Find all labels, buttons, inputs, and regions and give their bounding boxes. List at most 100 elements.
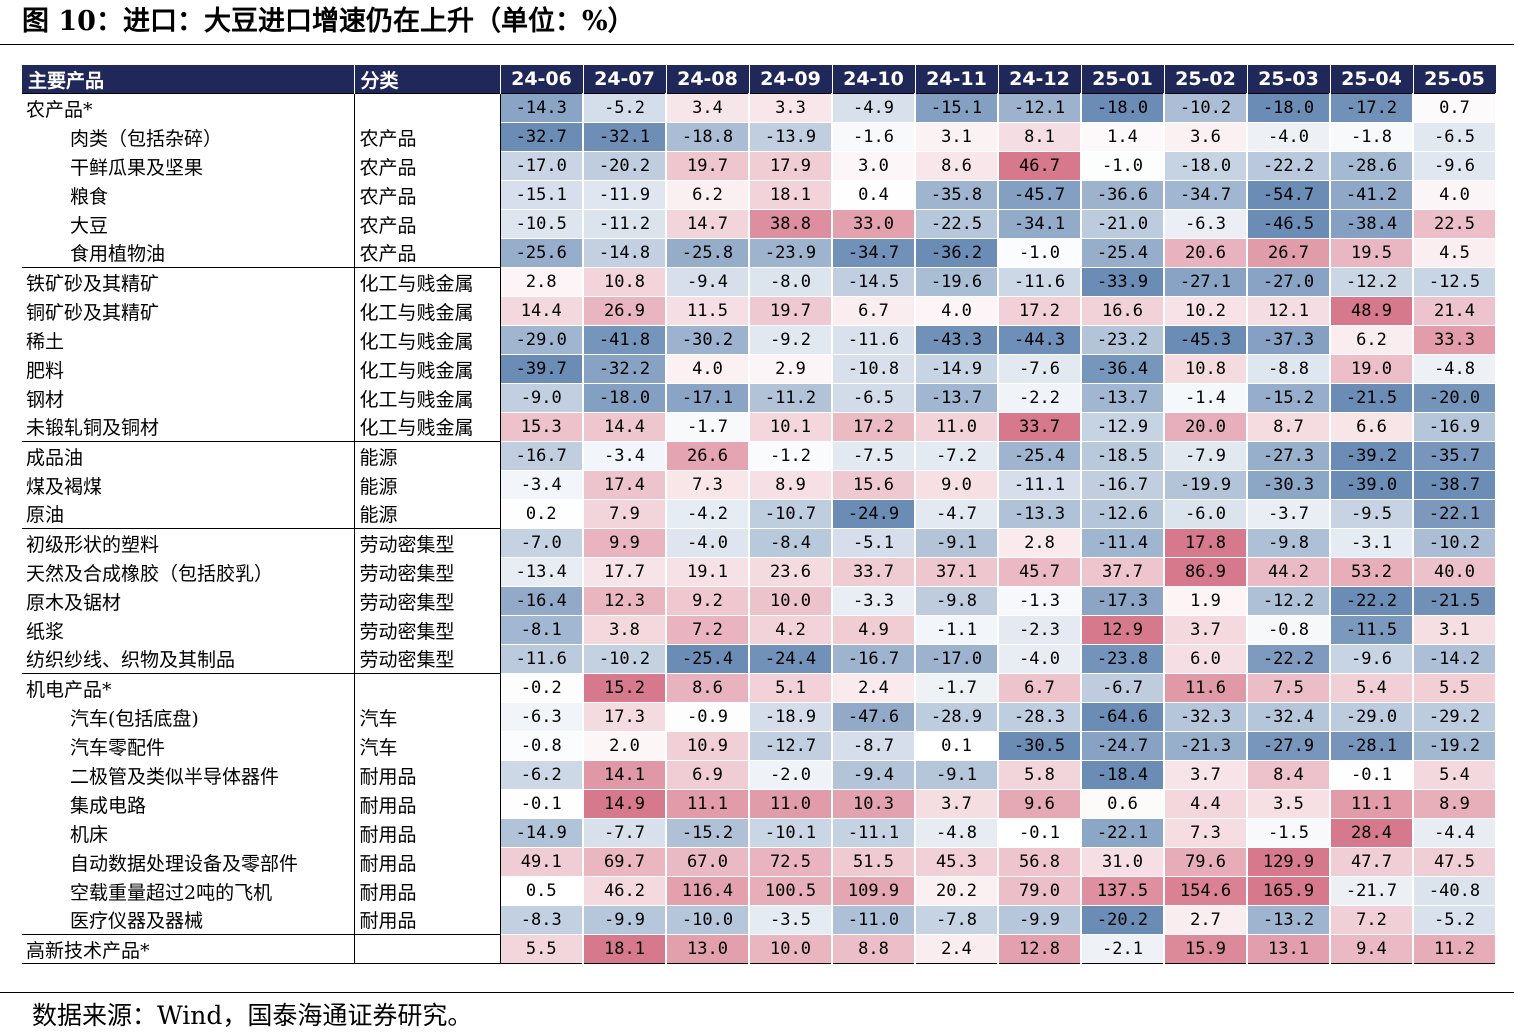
heatmap-cell: 11.0 <box>749 789 833 819</box>
heatmap-cell: 4.0 <box>1413 180 1497 210</box>
heatmap-cell: -9.9 <box>583 905 667 935</box>
heatmap-cell: -20.2 <box>1081 905 1165 935</box>
heatmap-cell: -15.1 <box>915 93 999 123</box>
heatmap-cell: 2.9 <box>749 354 833 384</box>
product-name: 未锻轧铜及铜材 <box>26 417 160 440</box>
heatmap-cell: 6.7 <box>998 673 1082 703</box>
heatmap-cell: -3.4 <box>583 441 667 471</box>
heatmap-cell: -36.2 <box>915 238 999 268</box>
table-row: 汽车(包括底盘) 汽车 -6.3 17.3 -0.9 -18.9 -47.6 -28.9 -28… <box>22 702 1497 732</box>
heatmap-cell: -39.0 <box>1330 470 1414 500</box>
product-name: 大豆 <box>70 214 109 237</box>
heatmap-cell: 3.3 <box>749 93 833 123</box>
heatmap-cell: 72.5 <box>749 847 833 877</box>
heatmap-cell: 3.6 <box>1164 122 1248 152</box>
heatmap-cell: 4.4 <box>1164 789 1248 819</box>
heatmap-cell: 8.4 <box>1247 760 1331 790</box>
product-category: 化工与贱金属 <box>353 383 501 413</box>
heatmap-cell: -30.5 <box>998 731 1082 761</box>
heatmap-cell: 14.4 <box>500 296 584 326</box>
heatmap-cell: -12.2 <box>1247 586 1331 616</box>
heatmap-cell: 11.5 <box>666 296 750 326</box>
heatmap-cell: -11.5 <box>1330 615 1414 645</box>
heatmap-cell: -14.2 <box>1413 644 1497 674</box>
heatmap-cell: -32.1 <box>583 122 667 152</box>
heatmap-cell: -12.9 <box>1081 412 1165 442</box>
heatmap-cell: 48.9 <box>1330 296 1414 326</box>
heatmap-cell: -41.8 <box>583 325 667 355</box>
heatmap-cell: 0.7 <box>1413 93 1497 123</box>
table-row: 纸浆 劳动密集型 -8.1 3.8 7.2 4.2 4.9 -1.1 -2.3 12.9 3.7 -0… <box>22 615 1497 645</box>
heatmap-cell: 6.6 <box>1330 412 1414 442</box>
heatmap-cell: 17.3 <box>583 702 667 732</box>
heatmap-cell: -4.2 <box>666 499 750 529</box>
heatmap-cell: 8.9 <box>749 470 833 500</box>
heatmap-cell: 16.6 <box>1081 296 1165 326</box>
heatmap-cell: 13.0 <box>666 934 750 964</box>
heatmap-cell: 4.9 <box>832 615 916 645</box>
heatmap-cell: 19.0 <box>1330 354 1414 384</box>
product-category: 汽车 <box>353 702 501 732</box>
table-row: 机床 耐用品 -14.9 -7.7 -15.2 -10.1 -11.1 -4.8 -0.1 -22… <box>22 818 1497 848</box>
heatmap-cell: -1.6 <box>832 122 916 152</box>
product-name: 机床 <box>70 823 109 846</box>
product-category: 化工与贱金属 <box>353 296 501 326</box>
heatmap-cell: 18.1 <box>583 934 667 964</box>
heatmap-cell: -27.0 <box>1247 267 1331 297</box>
heatmap-cell: -24.7 <box>1081 731 1165 761</box>
heatmap-cell: 1.4 <box>1081 122 1165 152</box>
product-name: 机电产品* <box>22 673 354 703</box>
heatmap-cell: -11.9 <box>583 180 667 210</box>
heatmap-cell: 14.4 <box>583 412 667 442</box>
heatmap-cell: 10.0 <box>749 586 833 616</box>
month-header: 24-08 <box>666 65 750 94</box>
heatmap-cell: -12.1 <box>998 93 1082 123</box>
heatmap-cell: 37.7 <box>1081 557 1165 587</box>
heatmap-cell: -22.2 <box>1247 644 1331 674</box>
heatmap-cell: 12.9 <box>1081 615 1165 645</box>
heatmap-cell: 5.5 <box>1413 673 1497 703</box>
heatmap-cell: 14.9 <box>583 789 667 819</box>
heatmap-cell: 5.4 <box>1413 760 1497 790</box>
heatmap-cell: -28.6 <box>1330 151 1414 181</box>
heatmap-cell: -32.7 <box>500 122 584 152</box>
heatmap-cell: -8.0 <box>749 267 833 297</box>
product-name: 高新技术产品* <box>22 934 354 964</box>
heatmap-cell: 79.0 <box>998 876 1082 906</box>
product-name: 天然及合成橡胶（包括胶乳） <box>26 562 274 585</box>
heatmap-cell: -39.7 <box>500 354 584 384</box>
heatmap-cell: -5.2 <box>583 93 667 123</box>
heatmap-cell: -28.3 <box>998 702 1082 732</box>
product-category: 能源 <box>353 441 501 471</box>
heatmap-cell: -9.8 <box>915 586 999 616</box>
product-name: 煤及褐煤 <box>26 475 103 498</box>
table-row: 大豆 农产品 -10.5 -11.2 14.7 38.8 33.0 -22.5 -34.1 -21… <box>22 209 1497 239</box>
heatmap-cell: 28.4 <box>1330 818 1414 848</box>
product-name: 食用植物油 <box>70 243 166 266</box>
table-row: 医疗仪器及器械 耐用品 -8.3 -9.9 -10.0 -3.5 -11.0 -7.8 -9.9… <box>22 905 1497 935</box>
heatmap-cell: -18.4 <box>1081 760 1165 790</box>
heatmap-cell: 14.7 <box>666 209 750 239</box>
heatmap-cell: -3.5 <box>749 905 833 935</box>
month-header: 24-12 <box>998 65 1082 94</box>
heatmap-cell: 9.6 <box>998 789 1082 819</box>
heatmap-cell: -10.1 <box>749 818 833 848</box>
heatmap-cell: -8.3 <box>500 905 584 935</box>
product-category: 汽车 <box>353 731 501 761</box>
heatmap-cell: 7.3 <box>666 470 750 500</box>
heatmap-cell: -10.2 <box>1164 93 1248 123</box>
heatmap-cell: 15.2 <box>583 673 667 703</box>
heatmap-cell: -6.7 <box>1081 673 1165 703</box>
heatmap-cell: -40.8 <box>1413 876 1497 906</box>
heatmap-cell: -9.9 <box>998 905 1082 935</box>
heatmap-cell: -18.8 <box>666 122 750 152</box>
heatmap-cell: -32.2 <box>583 354 667 384</box>
heatmap-cell: 8.6 <box>666 673 750 703</box>
heatmap-cell: -46.5 <box>1247 209 1331 239</box>
heatmap-cell: -24.9 <box>832 499 916 529</box>
heatmap-cell: -9.4 <box>666 267 750 297</box>
table-row: 原油 能源 0.2 7.9 -4.2 -10.7 -24.9 -4.7 -13.3 -12.6 -6… <box>22 499 1497 529</box>
heatmap-cell: -17.0 <box>500 151 584 181</box>
heatmap-cell: 2.4 <box>832 673 916 703</box>
heatmap-cell: -22.1 <box>1081 818 1165 848</box>
